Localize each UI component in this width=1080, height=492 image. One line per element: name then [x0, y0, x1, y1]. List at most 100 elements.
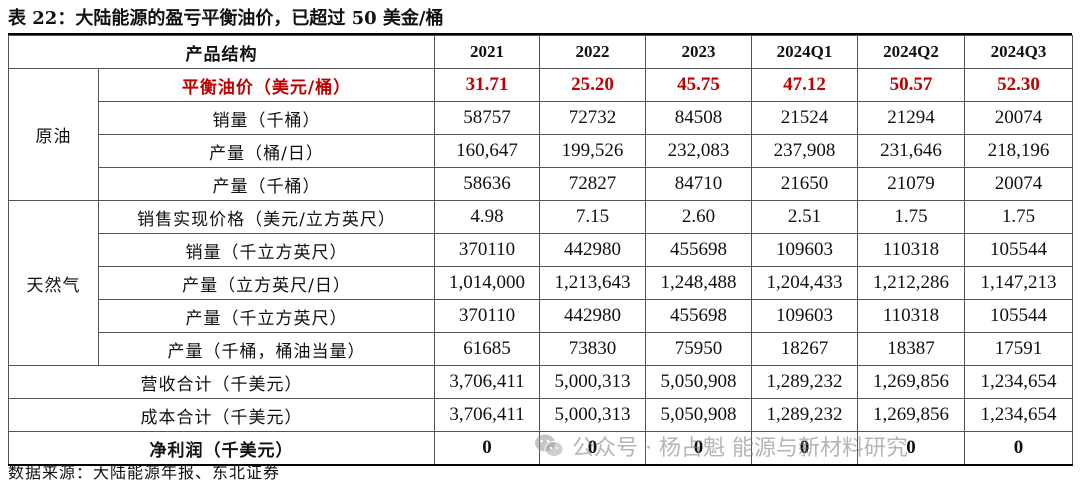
cell: 84508 [645, 101, 752, 135]
table-row: 产量（立方英尺/日） 1,014,000 1,213,643 1,248,488… [9, 266, 1073, 300]
cell: 58757 [434, 101, 540, 135]
col-header-2021: 2021 [434, 35, 540, 69]
cell: 109603 [751, 233, 858, 267]
cell: 370110 [434, 233, 540, 267]
table-row: 产量（千桶，桶油当量） 61685 73830 75950 18267 1838… [9, 332, 1073, 366]
cell: 18387 [857, 332, 965, 366]
row-label: 产量（立方英尺/日） [98, 266, 435, 300]
cell: 105544 [964, 233, 1073, 267]
cell: 1,234,654 [964, 365, 1073, 399]
cell: 0 [645, 431, 752, 466]
cell: 72732 [539, 101, 646, 135]
source-note: 数据来源：大陆能源年报、东北证券 [8, 463, 281, 482]
cell: 2.60 [645, 200, 752, 234]
cell: 0 [751, 431, 858, 466]
cell: 1,248,488 [645, 266, 752, 300]
cell: 232,083 [645, 134, 752, 168]
col-header-2023: 2023 [645, 35, 752, 69]
row-label: 产量（千桶） [98, 167, 435, 201]
cell: 17591 [964, 332, 1073, 366]
cell: 52.30 [964, 68, 1073, 102]
table-row: 产量（千立方英尺） 370110 442980 455698 109603 11… [9, 299, 1073, 333]
col-header-2024q1: 2024Q1 [751, 35, 858, 69]
cell: 21524 [751, 101, 858, 135]
cell: 20074 [964, 101, 1073, 135]
cell: 199,526 [539, 134, 646, 168]
cell: 1,234,654 [964, 398, 1073, 432]
cell: 50.57 [857, 68, 965, 102]
cell: 218,196 [964, 134, 1073, 168]
cell: 0 [964, 431, 1073, 466]
row-label: 营收合计（千美元） [8, 365, 435, 399]
cell: 442980 [539, 299, 646, 333]
cell: 1,269,856 [857, 398, 965, 432]
row-label: 产量（千立方英尺） [98, 299, 435, 333]
cell: 47.12 [751, 68, 858, 102]
cell: 1,147,213 [964, 266, 1073, 300]
table-row: 成本合计（千美元） 3,706,411 5,000,313 5,050,908 … [8, 398, 1073, 432]
cell: 45.75 [645, 68, 752, 102]
cell: 2.51 [751, 200, 858, 234]
table-row: 原油 平衡油价（美元/桶） 31.71 25.20 45.75 47.12 50… [8, 68, 1073, 201]
cell: 109603 [751, 299, 858, 333]
cell: 105544 [964, 299, 1073, 333]
cell: 5,050,908 [645, 398, 752, 432]
cell: 1,014,000 [434, 266, 540, 300]
row-label: 成本合计（千美元） [8, 398, 435, 432]
cell: 75950 [645, 332, 752, 366]
header-label: 产品结构 [8, 35, 435, 69]
cell: 58636 [434, 167, 540, 201]
cell: 370110 [434, 299, 540, 333]
watermark-text: 公众号 · 杨占魁 能源与新材料研究 [572, 436, 908, 461]
cell: 21079 [857, 167, 965, 201]
watermark: 公众号 · 杨占魁 能源与新材料研究 [534, 430, 908, 462]
row-label: 产量（千桶，桶油当量） [98, 332, 435, 366]
cell: 72827 [539, 167, 646, 201]
cell: 5,000,313 [539, 365, 646, 399]
col-header-2022: 2022 [539, 35, 646, 69]
cell: 110318 [857, 233, 965, 267]
cell: 1,213,643 [539, 266, 646, 300]
cell: 1,204,433 [751, 266, 858, 300]
cell: 1,269,856 [857, 365, 965, 399]
cell: 7.15 [539, 200, 646, 234]
cell: 61685 [434, 332, 540, 366]
cell: 237,908 [751, 134, 858, 168]
group-natural-gas: 天然气 [8, 200, 99, 366]
cell: 18267 [751, 332, 858, 366]
cell: 4.98 [434, 200, 540, 234]
row-label: 销售实现价格（美元/立方英尺） [98, 200, 435, 234]
wechat-icon [534, 433, 564, 459]
cell: 1,212,286 [857, 266, 965, 300]
cell: 5,000,313 [539, 398, 646, 432]
table-row: 营收合计（千美元） 3,706,411 5,000,313 5,050,908 … [8, 365, 1073, 399]
group-crude-oil: 原油 [8, 68, 99, 201]
cell: 231,646 [857, 134, 965, 168]
cell: 25.20 [539, 68, 646, 102]
table-row: 天然气 销售实现价格（美元/立方英尺） 4.98 7.15 2.60 2.51 … [8, 200, 1073, 366]
cell: 21650 [751, 167, 858, 201]
cell: 0 [857, 431, 965, 466]
cell: 3,706,411 [434, 365, 540, 399]
row-label: 平衡油价（美元/桶） [98, 68, 435, 102]
cell: 3,706,411 [434, 398, 540, 432]
cell: 0 [434, 431, 540, 466]
cell: 84710 [645, 167, 752, 201]
title-rule [8, 33, 1072, 35]
cell: 455698 [645, 233, 752, 267]
table-title: 表 22：大陆能源的盈亏平衡油价，已超过 50 美金/桶 [8, 8, 444, 29]
row-label: 销量（千桶） [98, 101, 435, 135]
table-row: 产量（桶/日） 160,647 199,526 232,083 237,908 … [9, 134, 1073, 168]
cell: 160,647 [434, 134, 540, 168]
header-row: 产品结构 2021 2022 2023 2024Q1 2024Q2 2024Q3 [8, 35, 1073, 69]
row-label: 产量（桶/日） [98, 134, 435, 168]
cell: 1.75 [857, 200, 965, 234]
cell: 20074 [964, 167, 1073, 201]
cell: 1.75 [964, 200, 1073, 234]
row-label: 净利润（千美元） [8, 431, 435, 466]
cell: 73830 [539, 332, 646, 366]
col-header-2024q2: 2024Q2 [857, 35, 965, 69]
cell: 1,289,232 [751, 398, 858, 432]
cell: 110318 [857, 299, 965, 333]
table-row: 销量（千桶） 58757 72732 84508 21524 21294 200… [9, 101, 1073, 135]
